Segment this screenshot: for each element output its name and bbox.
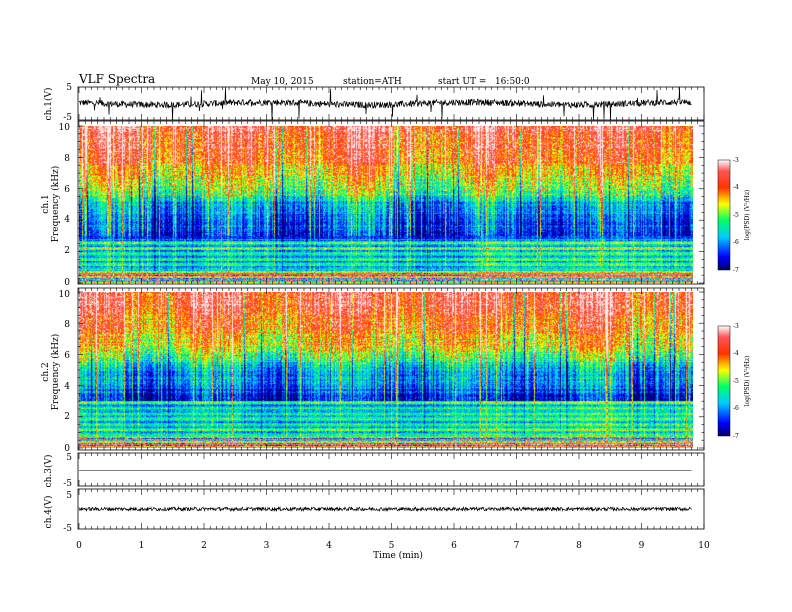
y-tick-label: 2 (64, 246, 70, 256)
colorbar-label: log(PSD) (V²/Hz) (744, 190, 751, 241)
colorbar-tick: -4 (733, 184, 739, 191)
x-axis-tick-labels: 0 1 2 3 4 5 6 7 8 9 10 (76, 541, 710, 551)
colorbar-label: log(PSD) (V²/Hz) (744, 356, 751, 407)
colorbar-tick: -3 (733, 323, 739, 330)
colorbar-scale (717, 325, 731, 437)
x-tick-label: 4 (326, 541, 332, 551)
y-tick-label: -5 (63, 113, 72, 123)
y-tick-label: 4 (64, 382, 70, 392)
voltage-series-line (78, 505, 692, 513)
header-start-time: start UT = 16:50:0 (438, 77, 530, 87)
header-date: May 10, 2015 (251, 77, 314, 87)
panel-ch3-voltage: 5 -5 ch.3(V) (43, 452, 705, 489)
y-tick-label: 0 (64, 444, 70, 454)
colorbar-tick: -3 (733, 157, 739, 164)
y-axis-label: ch.4(V) (43, 496, 54, 529)
panel-frame (77, 287, 705, 451)
colorbar: -3 -4 -5 -6 -7 log(PSD) (V²/Hz) (717, 157, 751, 274)
y-tick-label: 10 (59, 290, 71, 300)
y-axis-label-frequency: Frequency (kHz) (50, 334, 61, 411)
colorbar-scale (717, 159, 731, 271)
colorbar-tick: -5 (733, 378, 739, 385)
x-tick-label: 2 (201, 541, 207, 551)
x-ticks (78, 121, 705, 284)
y-ticks (78, 291, 704, 449)
y-tick-label: 0 (64, 278, 70, 288)
ch1-voltage-trace (78, 86, 692, 121)
colorbar-tick: -7 (733, 267, 739, 274)
colorbar: -3 -4 -5 -6 -7 log(PSD) (V²/Hz) (717, 323, 751, 440)
x-ticks (78, 288, 705, 450)
x-tick-label: 7 (514, 541, 520, 551)
panel-ch1-voltage: 5 -5 ch.1(V) (43, 83, 705, 123)
x-ticks (78, 453, 705, 486)
x-tick-label: 5 (389, 541, 395, 551)
colorbar-tick: -5 (733, 212, 739, 219)
colorbar-tick: -4 (733, 350, 739, 357)
panel-ch1-spectrogram: 10 8 6 4 2 0 ch.1 Frequency (kHz) -3 -4 … (41, 120, 751, 288)
y-axis-label-channel: ch.1 (41, 194, 51, 213)
y-axis-label: ch.3(V) (43, 455, 54, 488)
ch4-voltage-trace (78, 505, 692, 513)
y-tick-label: 5 (66, 491, 72, 501)
y-tick-label: -5 (63, 479, 72, 489)
y-tick-label: 10 (59, 123, 71, 133)
panel-ch4-voltage: 5 -5 ch.4(V) (43, 488, 705, 534)
panel-frame (77, 488, 705, 530)
panel-frame (77, 120, 705, 285)
y-ticks (78, 125, 704, 284)
y-tick-label: 4 (64, 215, 70, 225)
x-tick-label: 10 (698, 541, 710, 551)
colorbar-tick: -7 (733, 433, 739, 440)
y-axis-label-frequency: Frequency (kHz) (50, 166, 61, 243)
y-tick-label: 6 (64, 185, 70, 195)
colorbar-tick: -6 (733, 405, 739, 412)
voltage-series-line (78, 86, 692, 121)
y-tick-label: 5 (66, 453, 72, 463)
x-tick-label: 9 (639, 541, 645, 551)
x-axis-label: Time (min) (373, 550, 423, 561)
x-tick-label: 8 (576, 541, 582, 551)
y-tick-label: 6 (64, 351, 70, 361)
figure-title: VLF Spectra (78, 72, 155, 86)
x-ticks (78, 489, 705, 529)
panel-frame (77, 86, 705, 121)
ch2-spectrogram-image (79, 292, 693, 448)
x-tick-label: 6 (451, 541, 457, 551)
y-tick-label: 8 (64, 320, 70, 330)
y-tick-label: -5 (63, 524, 72, 534)
y-tick-label: 8 (64, 154, 70, 164)
x-tick-label: 3 (264, 541, 270, 551)
y-tick-label: 5 (66, 83, 72, 93)
ch1-spectrogram-image (79, 126, 693, 283)
header-station: station=ATH (343, 77, 402, 87)
y-axis-label-channel: ch.2 (41, 362, 51, 381)
y-tick-label: 2 (64, 412, 70, 422)
x-ticks (78, 87, 705, 120)
colorbar-tick: -6 (733, 239, 739, 246)
x-tick-label: 1 (139, 541, 145, 551)
panel-frame (77, 452, 705, 487)
x-tick-label: 0 (76, 541, 82, 551)
y-axis-label: ch.1(V) (43, 88, 54, 121)
panel-ch2-spectrogram: 10 8 6 4 2 0 ch.2 Frequency (kHz) -3 -4 … (41, 287, 751, 454)
